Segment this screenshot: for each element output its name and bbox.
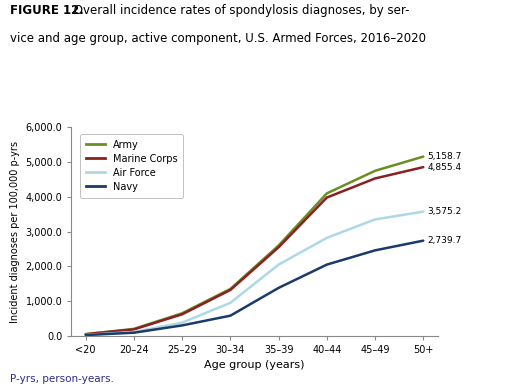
Text: Overall incidence rates of spondylosis diagnoses, by ser-: Overall incidence rates of spondylosis d… bbox=[70, 4, 410, 17]
Text: 5,158.7: 5,158.7 bbox=[427, 152, 462, 161]
Text: FIGURE 12.: FIGURE 12. bbox=[10, 4, 84, 17]
Text: 2,739.7: 2,739.7 bbox=[427, 236, 461, 245]
Text: 4,855.4: 4,855.4 bbox=[427, 163, 461, 172]
Text: P-yrs, person-years.: P-yrs, person-years. bbox=[10, 374, 114, 384]
Legend: Army, Marine Corps, Air Force, Navy: Army, Marine Corps, Air Force, Navy bbox=[80, 134, 183, 198]
Text: 3,575.2: 3,575.2 bbox=[427, 207, 461, 216]
Text: vice and age group, active component, U.S. Armed Forces, 2016–2020: vice and age group, active component, U.… bbox=[10, 32, 426, 45]
Y-axis label: Incident diagnoses per 100,000 p-yrs: Incident diagnoses per 100,000 p-yrs bbox=[10, 141, 20, 323]
X-axis label: Age group (years): Age group (years) bbox=[204, 361, 305, 371]
